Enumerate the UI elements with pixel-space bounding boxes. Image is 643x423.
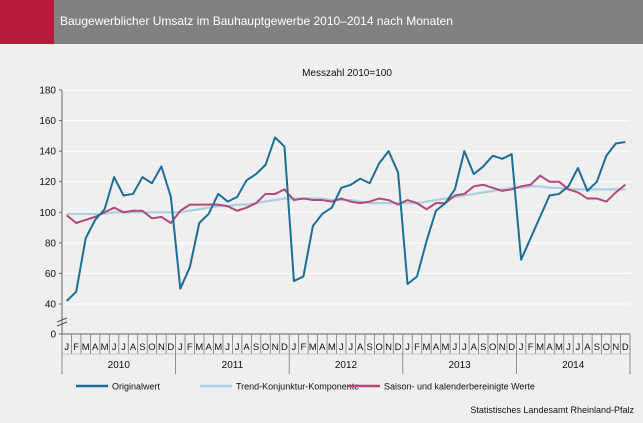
month-label: F	[528, 342, 534, 353]
month-label: M	[555, 342, 563, 353]
month-label: J	[225, 342, 230, 353]
month-label: J	[121, 342, 126, 353]
month-label: F	[300, 342, 306, 353]
axis-break-mark	[56, 317, 68, 327]
month-label: S	[480, 342, 486, 353]
month-label: A	[433, 342, 440, 353]
month-label: D	[281, 342, 288, 353]
legend-label: Trend-Konjunktur-Komponente	[236, 382, 359, 392]
month-label: J	[348, 342, 353, 353]
month-label: M	[328, 342, 336, 353]
y-tick-label: 140	[39, 147, 56, 158]
month-label: N	[158, 342, 165, 353]
month-label: O	[603, 342, 610, 353]
month-label: A	[357, 342, 364, 353]
month-label: F	[414, 342, 420, 353]
y-tick-label: 60	[45, 269, 57, 280]
month-label: J	[519, 342, 524, 353]
year-label: 2012	[335, 360, 358, 371]
month-label: J	[112, 342, 117, 353]
series-line	[66, 136, 626, 302]
y-tick-label: 80	[45, 238, 57, 249]
y-tick-label: 40	[45, 300, 57, 311]
month-label: S	[594, 342, 600, 353]
month-label: O	[489, 342, 496, 353]
month-label: J	[292, 342, 297, 353]
chart-title: Baugewerblicher Umsatz im Bauhauptgewerb…	[60, 14, 453, 28]
month-label: A	[130, 342, 137, 353]
month-label: M	[101, 342, 109, 353]
y-tick-label: 160	[39, 116, 56, 127]
brand-accent-block	[0, 0, 54, 44]
month-label: S	[366, 342, 372, 353]
month-label: M	[309, 342, 317, 353]
month-label: J	[235, 342, 240, 353]
year-label: 2013	[448, 360, 471, 371]
month-label: D	[508, 342, 515, 353]
month-label: M	[214, 342, 222, 353]
month-label: J	[339, 342, 344, 353]
month-label: F	[73, 342, 79, 353]
y-tick-label: 0	[50, 330, 56, 341]
month-label: A	[546, 342, 553, 353]
month-label: N	[385, 342, 392, 353]
month-label: N	[499, 342, 506, 353]
chart-subtitle: Messzahl 2010=100	[302, 68, 392, 79]
month-label: A	[92, 342, 99, 353]
month-label: M	[195, 342, 203, 353]
y-tick-label: 180	[39, 86, 56, 97]
month-label: N	[612, 342, 619, 353]
month-label: F	[187, 342, 193, 353]
legend-label: Originalwert	[112, 382, 161, 392]
month-label: M	[536, 342, 544, 353]
month-label: A	[319, 342, 326, 353]
month-label: D	[167, 342, 174, 353]
month-label: M	[423, 342, 431, 353]
year-label: 2014	[562, 360, 585, 371]
month-label: A	[584, 342, 591, 353]
series-group	[66, 136, 626, 302]
legend-label: Saison- und kalenderbereinigte Werte	[384, 382, 535, 392]
year-label: 2010	[108, 360, 131, 371]
y-tick-label: 100	[39, 208, 56, 219]
month-label: D	[395, 342, 402, 353]
source-note: Statistisches Landesamt Rheinland-Pfalz	[470, 405, 634, 415]
month-label: J	[64, 342, 69, 353]
header-bar: Baugewerblicher Umsatz im Bauhauptgewerb…	[0, 0, 643, 44]
month-label: S	[139, 342, 145, 353]
month-label: A	[243, 342, 250, 353]
y-tick-label: 120	[39, 177, 56, 188]
month-label: J	[566, 342, 571, 353]
month-label: S	[253, 342, 259, 353]
month-label: O	[148, 342, 155, 353]
month-label: M	[441, 342, 449, 353]
legend: Originalwert Trend-Konjunktur-Komponente S…	[76, 382, 535, 392]
year-label: 2011	[222, 360, 244, 371]
series-line	[66, 174, 626, 224]
month-label: J	[405, 342, 410, 353]
month-label: J	[452, 342, 457, 353]
month-label: O	[262, 342, 269, 353]
month-label: J	[462, 342, 467, 353]
month-label: O	[375, 342, 382, 353]
month-label: N	[272, 342, 279, 353]
line-chart: Messzahl 2010=100 0 40 60 80 100 120 140 160 180…	[39, 68, 634, 415]
month-label: A	[206, 342, 213, 353]
month-label: J	[576, 342, 581, 353]
month-label: A	[471, 342, 478, 353]
month-label: M	[82, 342, 90, 353]
month-label: D	[622, 342, 629, 353]
month-label: J	[178, 342, 183, 353]
